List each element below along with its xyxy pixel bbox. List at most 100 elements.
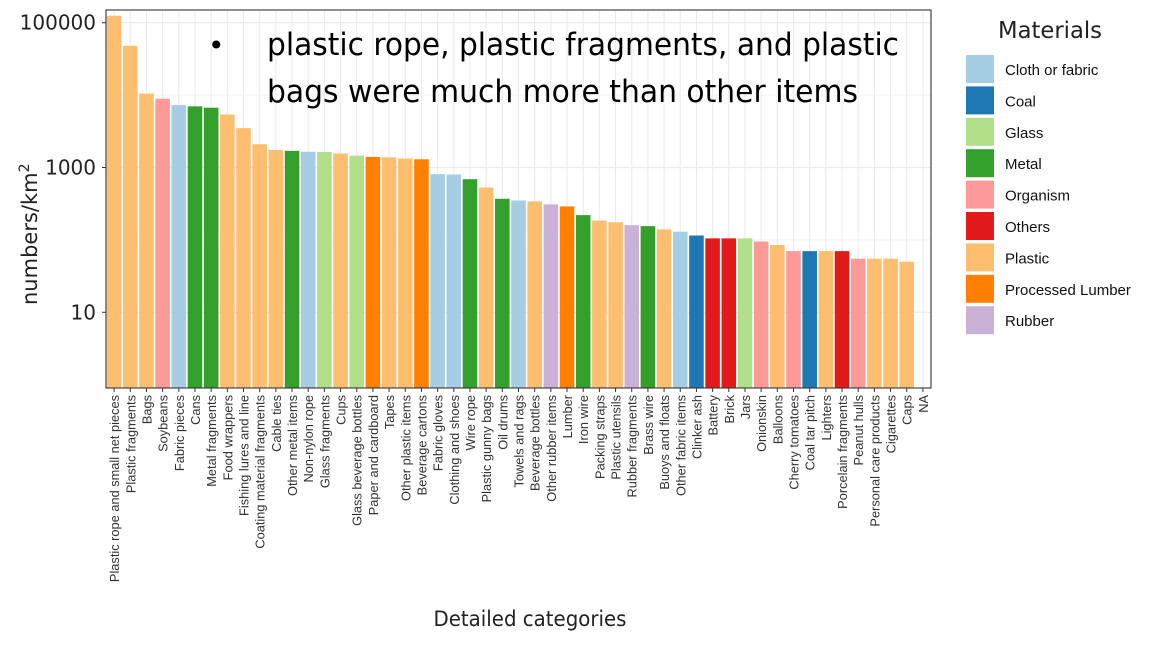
x-tick-label: Food wrappers <box>220 395 235 480</box>
bar <box>478 187 494 388</box>
x-tick-label: Peanut hulls <box>851 395 866 465</box>
bar <box>414 159 429 388</box>
x-tick-label: Iron wire <box>576 395 591 444</box>
bar <box>899 261 915 388</box>
bar <box>495 198 510 388</box>
bar <box>737 238 753 388</box>
x-tick-label: Coal tar pitch <box>803 395 818 470</box>
legend-label: Processed Lumber <box>1005 282 1131 299</box>
legend-label: Glass <box>1005 125 1043 142</box>
x-tick-label: Other rubber items <box>544 395 559 502</box>
bars <box>106 15 915 389</box>
bar <box>753 241 769 388</box>
x-tick-label: Plastic rope and small net pieces <box>107 395 122 582</box>
x-tick-label: Metal fragments <box>204 395 219 487</box>
annotation-bullet: • <box>208 29 225 62</box>
legend-label: Organism <box>1005 188 1070 205</box>
x-tick-label: Lumber <box>560 394 575 438</box>
bar <box>705 238 720 388</box>
x-tick-label: Clinker ash <box>689 395 704 459</box>
y-axis-title-superscript: 2 <box>17 163 33 172</box>
x-tick-label: Plastic utensils <box>609 395 624 480</box>
bar <box>770 245 785 388</box>
x-tick-label: Other fabric items <box>673 395 688 496</box>
x-tick-label: Porcelain fragments <box>835 395 850 509</box>
x-tick-label: Caps <box>900 395 915 425</box>
bar <box>106 15 122 389</box>
legend-title: Materials <box>998 18 1102 44</box>
x-tick-label: Onionskin <box>754 395 769 452</box>
y-tick-label: 1000 <box>45 156 96 180</box>
bar <box>430 174 445 388</box>
y-tick-label: 100000 <box>20 11 96 35</box>
x-tick-label: Coating material fragments <box>253 395 268 549</box>
bar <box>802 251 817 388</box>
x-tick-label: Paper and cardboard <box>366 395 381 515</box>
bar <box>139 93 154 388</box>
legend-swatch <box>966 55 994 83</box>
x-tick-label: Soybeans <box>156 395 171 452</box>
x-tick-label: Non-nylon rope <box>301 395 316 483</box>
legend-label: Coal <box>1005 93 1036 110</box>
legend-swatch <box>966 117 994 146</box>
x-tick-label: Fabric gloves <box>431 395 446 471</box>
annotation-line-2: bags were much more than other items <box>267 74 858 110</box>
bar <box>543 204 559 388</box>
legend-label: Rubber <box>1005 313 1054 330</box>
x-tick-label: Brick <box>722 394 737 423</box>
legend: Materials Cloth or fabric Coal Glass Metal O… <box>966 18 1131 335</box>
bar <box>883 258 898 388</box>
bar <box>203 107 219 388</box>
bar <box>786 251 801 388</box>
x-tick-label: Bags <box>139 395 154 424</box>
x-tick-label: Packing straps <box>592 395 607 479</box>
x-tick-label: Plastic gunny bags <box>479 395 494 502</box>
y-axis-ticks: 10 1000 100000 <box>20 11 106 324</box>
bar <box>284 150 300 388</box>
legend-swatch <box>966 274 994 303</box>
bar <box>689 235 704 388</box>
bar <box>511 200 526 388</box>
x-tick-label: Cups <box>334 395 349 425</box>
legend-swatch <box>966 180 994 209</box>
bar <box>640 226 656 388</box>
x-tick-label: Beverage cartons <box>414 395 429 495</box>
x-tick-label: Beverage bottles <box>528 395 543 491</box>
bar <box>818 251 834 388</box>
svg-text:numbers/km2: numbers/km2 <box>17 163 42 305</box>
bar <box>446 174 462 388</box>
bar <box>834 251 850 388</box>
x-tick-label: Cable ties <box>269 395 284 452</box>
x-tick-label: Brass wire <box>641 395 656 455</box>
bar <box>624 225 640 388</box>
bar <box>365 156 381 388</box>
x-tick-label: Fabric pieces <box>172 395 187 471</box>
x-tick-label: Plastic fragments <box>123 395 138 493</box>
x-tick-label: Personal care products <box>867 395 882 527</box>
x-axis-title: Detailed categories <box>434 607 627 631</box>
bar <box>252 144 267 388</box>
x-tick-label: Towels and rags <box>512 395 527 487</box>
x-tick-label: Cherry tomatoes <box>787 395 802 490</box>
x-axis-ticks: Plastic rope and small net pieces Plastic… <box>107 388 931 582</box>
bar <box>721 238 737 388</box>
legend-swatch <box>966 243 994 272</box>
x-tick-label: Jars <box>738 395 753 419</box>
x-tick-label: Wire rope <box>463 395 478 450</box>
bar <box>462 179 478 388</box>
bar <box>187 106 203 388</box>
x-tick-label: Cigarettes <box>884 395 899 453</box>
y-axis-title-main: numbers/km <box>18 172 42 305</box>
legend-swatch <box>966 86 994 115</box>
x-tick-label: Tapes <box>382 395 397 429</box>
x-tick-label: Buoys and floats <box>657 395 672 490</box>
legend-swatch <box>966 212 994 240</box>
bar <box>268 149 284 388</box>
bar <box>317 151 332 388</box>
x-tick-label: Glass fragments <box>317 395 332 488</box>
legend-label: Metal <box>1005 156 1042 173</box>
x-tick-label: Glass beverage bottles <box>350 395 365 526</box>
x-tick-label: Other plastic items <box>398 395 413 501</box>
annotation-line-1: plastic rope, plastic fragments, and pla… <box>267 27 899 63</box>
